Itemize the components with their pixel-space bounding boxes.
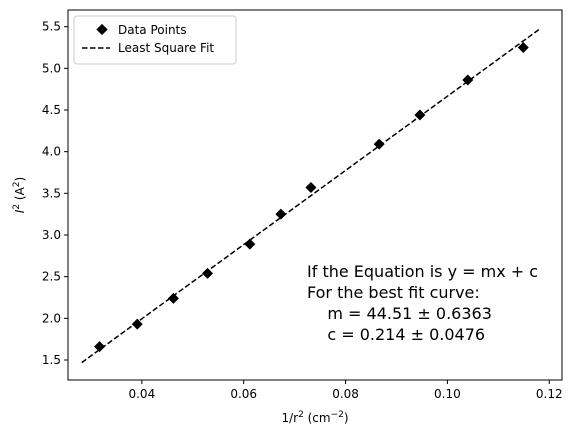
y-tick-label: 2.0 bbox=[42, 311, 61, 325]
x-axis-label: 1/r2 (cm−2) bbox=[281, 410, 348, 425]
data-point bbox=[373, 138, 385, 150]
legend-label-fit: Least Square Fit bbox=[118, 41, 214, 55]
y-tick-label: 2.5 bbox=[42, 270, 61, 284]
x-axis-ticks: 0.04 0.06 0.08 0.10 0.12 bbox=[128, 380, 563, 401]
fit-line-layer bbox=[81, 27, 542, 364]
data-point bbox=[167, 292, 179, 304]
data-points-layer bbox=[94, 42, 529, 353]
legend-box bbox=[73, 15, 237, 65]
data-point bbox=[414, 109, 426, 121]
y-tick-label: 1.5 bbox=[42, 353, 61, 367]
annotation: If the Equation is y = mx + c For the be… bbox=[307, 262, 538, 344]
y-tick-label: 4.5 bbox=[42, 103, 61, 117]
data-point bbox=[305, 182, 317, 193]
fit-line bbox=[81, 27, 542, 364]
plot-frame bbox=[67, 9, 563, 381]
y-tick-label: 3.5 bbox=[42, 186, 61, 200]
y-tick-label: 5.0 bbox=[42, 61, 61, 75]
y-tick-label: 3.0 bbox=[42, 228, 61, 242]
y-tick-label: 5.5 bbox=[42, 20, 61, 34]
data-point bbox=[202, 267, 214, 279]
x-tick-label: 0.12 bbox=[536, 387, 563, 401]
legend-label-data-points: Data Points bbox=[118, 23, 187, 37]
y-axis-ticks: 1.5 2.0 2.5 3.0 3.5 4.0 4.5 5.0 5.5 bbox=[42, 20, 68, 367]
data-point bbox=[517, 42, 529, 53]
y-axis-label: I2 (A2) bbox=[12, 177, 27, 213]
legend: Data Points Least Square Fit bbox=[73, 15, 237, 65]
data-point bbox=[131, 318, 143, 330]
annotation-line-1: If the Equation is y = mx + c bbox=[307, 262, 538, 281]
x-tick-label: 0.04 bbox=[128, 387, 155, 401]
annotation-line-3: m = 44.51 ± 0.6363 bbox=[307, 304, 492, 323]
annotation-line-2: For the best fit curve: bbox=[307, 283, 480, 302]
data-point bbox=[275, 208, 287, 220]
x-tick-label: 0.08 bbox=[332, 387, 359, 401]
annotation-line-4: c = 0.214 ± 0.0476 bbox=[307, 325, 485, 344]
x-tick-label: 0.10 bbox=[434, 387, 461, 401]
plot-area bbox=[68, 10, 562, 380]
data-point bbox=[244, 238, 256, 250]
data-point bbox=[462, 74, 474, 86]
x-tick-label: 0.06 bbox=[230, 387, 257, 401]
y-tick-label: 4.0 bbox=[42, 145, 61, 159]
data-point bbox=[94, 341, 106, 353]
